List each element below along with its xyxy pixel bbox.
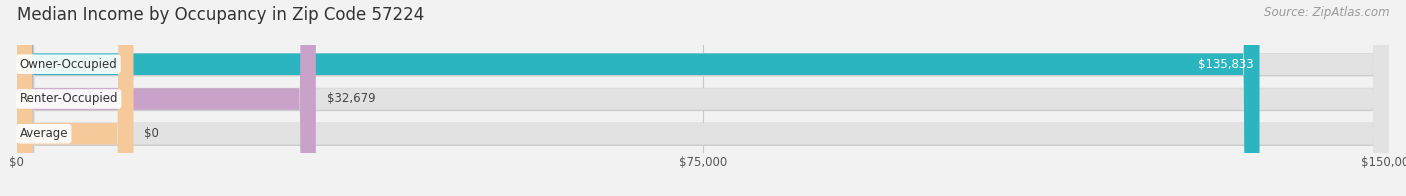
Text: Owner-Occupied: Owner-Occupied bbox=[20, 58, 117, 71]
Text: $0: $0 bbox=[145, 127, 159, 140]
Text: $135,833: $135,833 bbox=[1198, 58, 1254, 71]
Text: Source: ZipAtlas.com: Source: ZipAtlas.com bbox=[1264, 6, 1389, 19]
FancyBboxPatch shape bbox=[17, 0, 1398, 196]
Text: Median Income by Occupancy in Zip Code 57224: Median Income by Occupancy in Zip Code 5… bbox=[17, 6, 425, 24]
FancyBboxPatch shape bbox=[17, 0, 1389, 196]
FancyBboxPatch shape bbox=[17, 0, 1389, 196]
Text: Average: Average bbox=[20, 127, 67, 140]
FancyBboxPatch shape bbox=[17, 0, 134, 196]
FancyBboxPatch shape bbox=[17, 0, 1389, 196]
FancyBboxPatch shape bbox=[17, 0, 1398, 196]
Text: Renter-Occupied: Renter-Occupied bbox=[20, 93, 118, 105]
FancyBboxPatch shape bbox=[17, 0, 1260, 196]
FancyBboxPatch shape bbox=[17, 0, 1398, 196]
Text: $32,679: $32,679 bbox=[326, 93, 375, 105]
FancyBboxPatch shape bbox=[17, 0, 316, 196]
